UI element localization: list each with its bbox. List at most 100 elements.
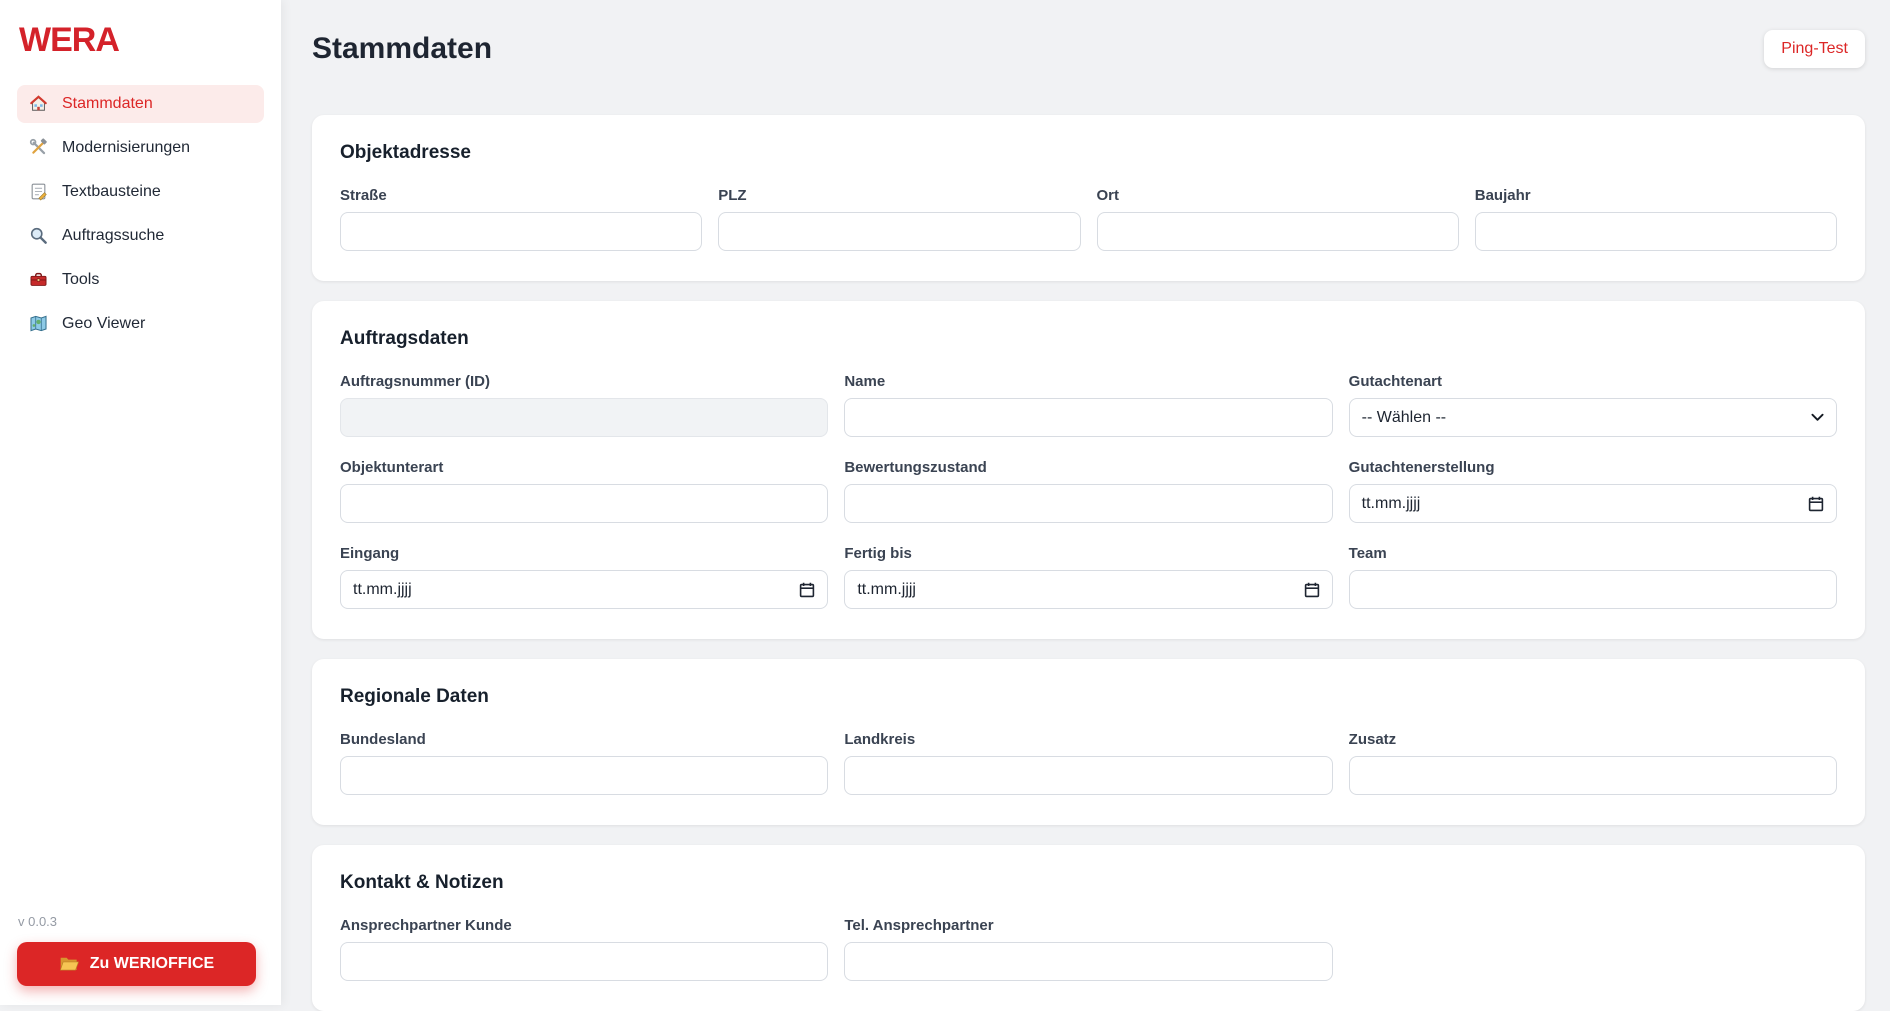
gutachtenerstellung-date-input[interactable]: tt.mm.jjjj xyxy=(1348,484,1837,523)
field-label: Eingang xyxy=(340,545,400,562)
field-bundesland: Bundesland xyxy=(340,731,829,795)
sidebar-item-tools[interactable]: Tools xyxy=(17,261,264,299)
field-name: Name xyxy=(844,373,1333,437)
wera-logo: WERA xyxy=(19,21,120,59)
objektunterart-input[interactable] xyxy=(340,484,829,523)
folder-icon xyxy=(59,955,79,973)
field-eingang: Eingang tt.mm.jjjj xyxy=(340,545,829,609)
werioffice-button-label: Zu WERIOFFICE xyxy=(89,955,215,972)
field-label: Gutachtenerstellung xyxy=(1348,459,1495,476)
auftragsdaten-grid: Auftragsnummer (ID) Name Gutachtenart --… xyxy=(340,373,1837,609)
sidebar-item-geo-viewer[interactable]: Geo Viewer xyxy=(17,305,264,343)
select-value: -- Wählen -- xyxy=(1361,408,1447,426)
field-label: PLZ xyxy=(718,187,747,204)
date-placeholder: tt.mm.jjjj xyxy=(857,580,916,598)
field-label: Auftragsnummer (ID) xyxy=(340,373,491,390)
gutachtenart-select[interactable]: -- Wählen -- xyxy=(1348,398,1837,437)
ort-input[interactable] xyxy=(1096,212,1459,251)
card-kontakt-notizen: Kontakt & Notizen Ansprechpartner Kunde … xyxy=(312,845,1865,1011)
field-team: Team xyxy=(1348,545,1837,609)
kontakt-notizen-grid: Ansprechpartner Kunde Tel. Ansprechpartn… xyxy=(340,917,1837,981)
sidebar-item-label: Tools xyxy=(62,270,100,288)
ping-test-button[interactable]: Ping-Test xyxy=(1764,30,1865,68)
calendar-icon xyxy=(799,582,815,598)
eingang-date-input[interactable]: tt.mm.jjjj xyxy=(340,570,829,609)
map-icon xyxy=(29,314,48,333)
sidebar-item-label: Geo Viewer xyxy=(62,314,146,332)
field-label: Objektunterart xyxy=(340,459,444,476)
sidebar-item-textbausteine[interactable]: Textbausteine xyxy=(17,173,264,211)
date-placeholder: tt.mm.jjjj xyxy=(353,580,412,598)
field-label: Ansprechpartner Kunde xyxy=(340,917,512,934)
main-header: Stammdaten Ping-Test xyxy=(312,29,1865,69)
sidebar-item-label: Modernisierungen xyxy=(62,138,191,156)
auftragsnummer-input xyxy=(340,398,829,437)
field-ort: Ort xyxy=(1096,187,1459,251)
date-placeholder: tt.mm.jjjj xyxy=(1361,494,1421,512)
bewertungszustand-input[interactable] xyxy=(844,484,1333,523)
landkreis-input[interactable] xyxy=(844,756,1333,795)
section-title: Objektadresse xyxy=(340,142,471,163)
tel-ansprechpartner-input[interactable] xyxy=(844,942,1333,981)
sidebar: WERA Stammdaten xyxy=(0,0,281,1005)
baujahr-input[interactable] xyxy=(1474,212,1837,251)
field-label: Ort xyxy=(1096,187,1120,204)
field-tel-ansprechpartner: Tel. Ansprechpartner xyxy=(844,917,1333,981)
team-input[interactable] xyxy=(1348,570,1837,609)
sidebar-bottom: v 0.0.3 Zu WERIOFFICE xyxy=(0,914,281,1005)
field-gutachtenerstellung: Gutachtenerstellung tt.mm.jjjj xyxy=(1348,459,1837,523)
field-label: Landkreis xyxy=(844,731,916,748)
calendar-icon xyxy=(1808,496,1824,512)
field-strasse: Straße xyxy=(340,187,703,251)
calendar-icon xyxy=(1304,582,1320,598)
field-label: Fertig bis xyxy=(844,545,912,562)
field-label: Gutachtenart xyxy=(1348,373,1443,390)
bundesland-input[interactable] xyxy=(340,756,829,795)
section-title: Kontakt & Notizen xyxy=(340,872,504,893)
sidebar-nav: Stammdaten Modernisierungen xyxy=(0,84,281,343)
field-plz: PLZ xyxy=(718,187,1081,251)
card-objektadresse: Objektadresse Straße PLZ Ort Baujahr xyxy=(312,115,1865,281)
sidebar-item-label: Textbausteine xyxy=(62,182,161,200)
field-label: Zusatz xyxy=(1348,731,1397,748)
section-title: Regionale Daten xyxy=(340,686,489,707)
app-version: v 0.0.3 xyxy=(18,914,58,929)
ansprechpartner-kunde-input[interactable] xyxy=(340,942,829,981)
page-title: Stammdaten xyxy=(312,32,493,65)
field-zusatz: Zusatz xyxy=(1348,731,1837,795)
regionale-daten-grid: Bundesland Landkreis Zusatz xyxy=(340,731,1837,795)
field-label: Bewertungszustand xyxy=(844,459,987,476)
zusatz-input[interactable] xyxy=(1348,756,1837,795)
card-auftragsdaten: Auftragsdaten Auftragsnummer (ID) Name G… xyxy=(312,301,1865,639)
field-label: Name xyxy=(844,373,886,390)
objektadresse-grid: Straße PLZ Ort Baujahr xyxy=(340,187,1837,251)
field-bewertungszustand: Bewertungszustand xyxy=(844,459,1333,523)
sidebar-item-label: Auftragssuche xyxy=(62,226,165,244)
field-label: Team xyxy=(1348,545,1387,562)
werioffice-button[interactable]: Zu WERIOFFICE xyxy=(17,942,256,986)
field-objektunterart: Objektunterart xyxy=(340,459,829,523)
sidebar-item-modernisierungen[interactable]: Modernisierungen xyxy=(17,129,264,167)
strasse-input[interactable] xyxy=(340,212,703,251)
name-input[interactable] xyxy=(844,398,1333,437)
field-baujahr: Baujahr xyxy=(1474,187,1837,251)
field-label: Bundesland xyxy=(340,731,426,748)
field-label: Tel. Ansprechpartner xyxy=(844,917,994,934)
field-fertig-bis: Fertig bis tt.mm.jjjj xyxy=(844,545,1333,609)
field-landkreis: Landkreis xyxy=(844,731,1333,795)
sidebar-item-stammdaten[interactable]: Stammdaten xyxy=(17,84,264,123)
plz-input[interactable] xyxy=(718,212,1081,251)
card-regionale-daten: Regionale Daten Bundesland Landkreis Zus… xyxy=(312,659,1865,825)
field-label: Straße xyxy=(340,187,387,204)
hammer-wrench-icon xyxy=(29,138,48,157)
field-ansprechpartner-kunde: Ansprechpartner Kunde xyxy=(340,917,829,981)
main-content: Stammdaten Ping-Test Objektadresse Straß… xyxy=(281,0,1890,1011)
field-label: Baujahr xyxy=(1474,187,1531,204)
sidebar-item-auftragssuche[interactable]: Auftragssuche xyxy=(17,217,264,255)
field-gutachtenart: Gutachtenart -- Wählen -- xyxy=(1348,373,1837,437)
field-auftragsnummer: Auftragsnummer (ID) xyxy=(340,373,829,437)
memo-icon xyxy=(29,182,48,201)
chevron-down-icon xyxy=(1811,413,1824,422)
fertig-bis-date-input[interactable]: tt.mm.jjjj xyxy=(844,570,1333,609)
search-icon xyxy=(29,226,48,245)
